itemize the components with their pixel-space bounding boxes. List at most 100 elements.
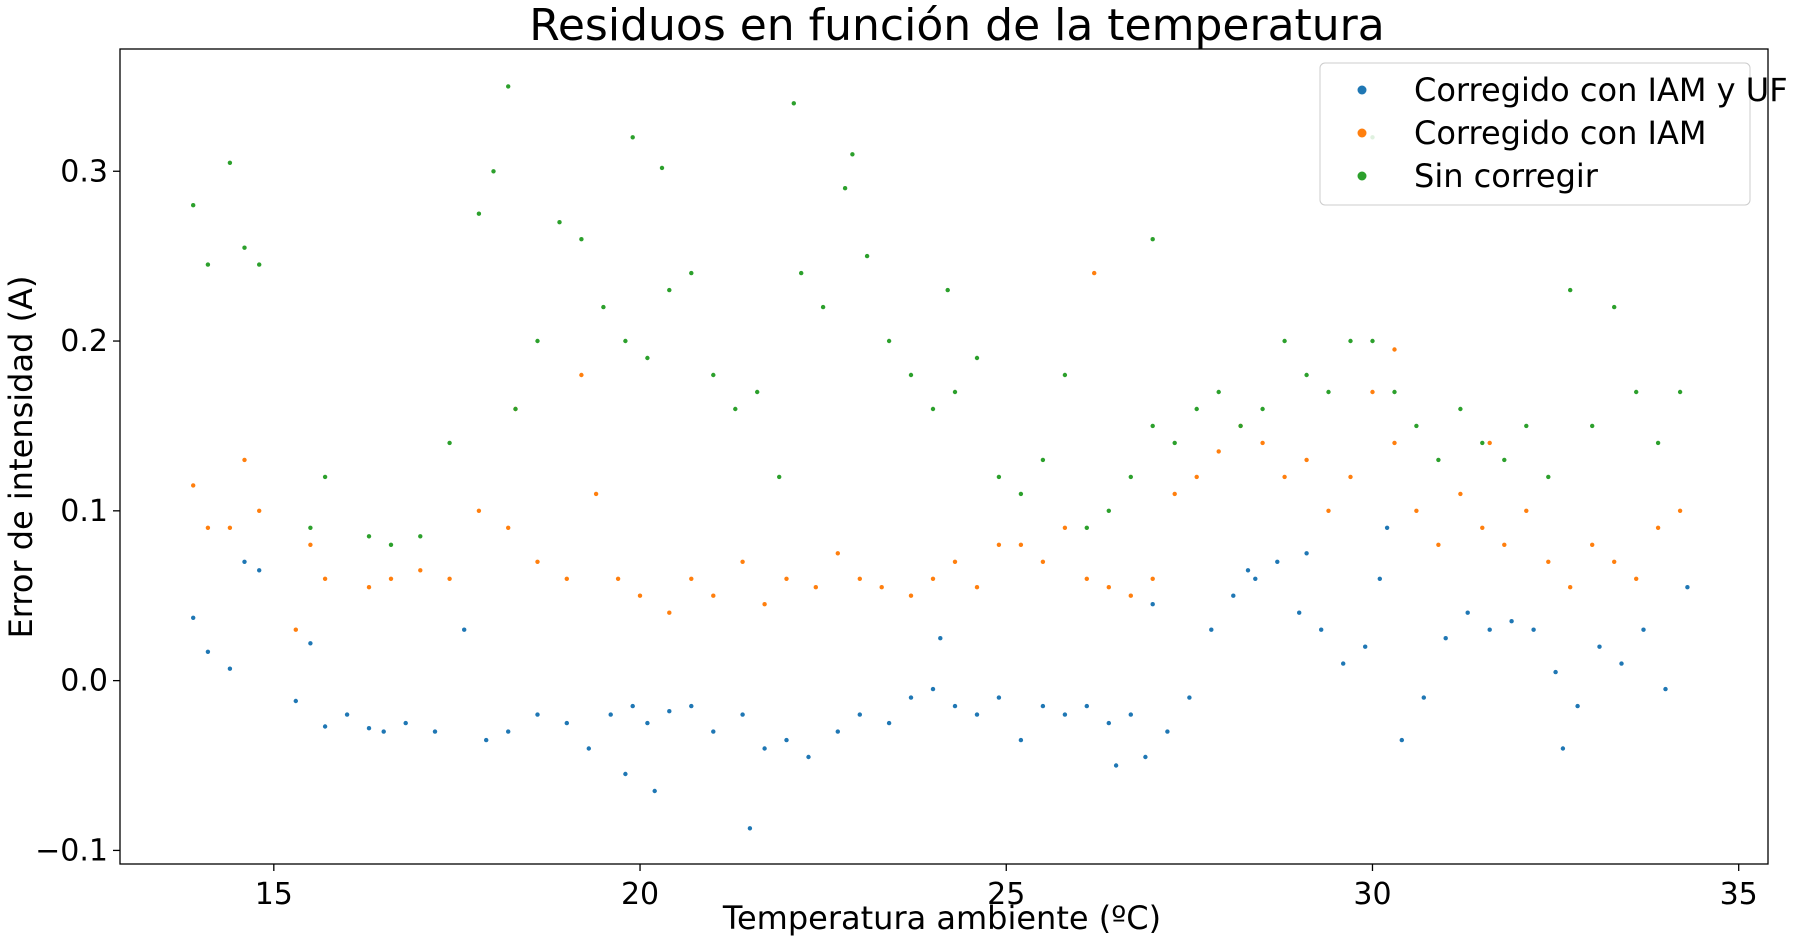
scatter-point-series-1 [711, 593, 716, 598]
scatter-point-series-0 [322, 724, 328, 729]
scatter-point-series-0 [1143, 754, 1148, 760]
scatter-point-series-0 [1377, 576, 1383, 581]
scatter-point-series-1 [418, 568, 423, 573]
scatter-point-series-2 [1655, 440, 1661, 446]
scatter-point-series-2 [557, 220, 562, 225]
scatter-point-series-0 [1106, 720, 1112, 726]
scatter-point-series-1 [1590, 542, 1595, 547]
scatter-point-series-0 [938, 636, 943, 641]
scatter-point-series-0 [366, 726, 372, 731]
scatter-point-series-2 [308, 525, 313, 530]
scatter-point-series-1 [615, 576, 621, 581]
scatter-point-series-1 [1194, 474, 1199, 480]
scatter-point-series-1 [293, 627, 298, 632]
scatter-point-series-2 [227, 160, 233, 165]
scatter-point-series-2 [755, 389, 760, 395]
scatter-point-series-0 [1560, 746, 1566, 751]
scatter-point-series-1 [1524, 508, 1529, 513]
scatter-point-series-2 [1326, 389, 1331, 395]
scatter-point-series-1 [930, 576, 936, 581]
y-tick-label: 0.2 [60, 324, 108, 359]
scatter-point-series-0 [1685, 585, 1690, 590]
scatter-point-series-0 [1641, 627, 1646, 632]
scatter-point-series-2 [996, 474, 1002, 480]
scatter-point-series-0 [1363, 644, 1368, 649]
y-tick-label: 0.3 [60, 154, 108, 189]
scatter-point-series-2 [1040, 457, 1046, 463]
scatter-point-series-2 [886, 338, 892, 344]
scatter-point-series-2 [1436, 457, 1441, 463]
scatter-point-series-1 [1458, 491, 1463, 497]
scatter-point-series-1 [1568, 585, 1573, 590]
scatter-point-series-1 [1487, 440, 1492, 446]
scatter-point-series-2 [1084, 525, 1090, 530]
scatter-point-series-2 [667, 287, 672, 293]
scatter-point-series-0 [857, 712, 862, 717]
scatter-point-series-2 [842, 186, 848, 191]
scatter-point-series-1 [257, 508, 262, 513]
scatter-point-series-2 [630, 135, 635, 140]
scatter-point-series-1 [1546, 559, 1551, 564]
scatter-point-series-1 [506, 525, 511, 530]
scatter-point-series-1 [1062, 525, 1068, 530]
scatter-point-series-2 [1260, 406, 1265, 412]
scatter-point-series-0 [1128, 712, 1134, 717]
scatter-point-series-0 [1018, 737, 1024, 743]
scatter-point-series-2 [1238, 423, 1243, 429]
scatter-point-series-0 [1341, 661, 1346, 666]
scatter-point-series-2 [1612, 304, 1617, 310]
scatter-point-series-0 [308, 641, 313, 646]
scatter-point-series-0 [1465, 610, 1470, 615]
scatter-point-series-1 [762, 602, 767, 607]
scatter-point-series-0 [1421, 695, 1427, 700]
scatter-point-series-0 [747, 826, 753, 831]
scatter-point-series-1 [1612, 559, 1617, 564]
scatter-point-series-0 [784, 737, 789, 743]
scatter-point-series-2 [1590, 423, 1595, 429]
scatter-point-series-1 [476, 508, 482, 513]
scatter-point-series-1 [689, 576, 694, 581]
scatter-point-series-0 [1304, 551, 1309, 556]
legend-marker-sin-corregir [1357, 171, 1367, 181]
scatter-point-series-1 [1018, 542, 1024, 547]
scatter-point-series-1 [1260, 440, 1265, 446]
scatter-point-series-1 [388, 576, 394, 581]
scatter-point-series-1 [1040, 559, 1046, 564]
scatter-point-series-2 [506, 84, 511, 89]
scatter-point-series-2 [1677, 389, 1683, 395]
scatter-point-series-2 [242, 245, 247, 250]
legend-label-corregido-iam: Corregido con IAM [1414, 114, 1706, 152]
x-tick-label: 25 [987, 877, 1025, 912]
scatter-point-series-0 [462, 627, 467, 632]
scatter-point-series-2 [711, 372, 716, 378]
scatter-point-series-2 [1128, 474, 1134, 480]
scatter-point-series-1 [857, 576, 862, 581]
scatter-point-series-0 [974, 712, 980, 717]
scatter-point-series-0 [1619, 661, 1624, 666]
y-tick-label: 0.1 [60, 494, 108, 529]
scatter-point-series-0 [630, 703, 635, 709]
scatter-point-series-1 [1480, 525, 1485, 530]
scatter-point-series-0 [191, 615, 196, 620]
scatter-point-series-1 [579, 372, 584, 378]
scatter-point-series-2 [659, 165, 665, 171]
legend-label-corregido-iam-uf: Corregido con IAM y UF [1414, 71, 1788, 109]
scatter-point-series-0 [1165, 729, 1170, 734]
scatter-point-series-0 [227, 666, 233, 671]
scatter-point-series-1 [879, 585, 884, 590]
scatter-point-series-0 [930, 686, 936, 692]
scatter-point-series-2 [623, 338, 628, 344]
scatter-point-series-0 [1597, 644, 1602, 649]
scatter-point-series-1 [1392, 347, 1397, 352]
y-tick-label: 0.0 [60, 664, 108, 699]
scatter-point-series-0 [1040, 703, 1046, 709]
scatter-point-series-2 [257, 262, 262, 267]
scatter-point-series-2 [1282, 338, 1287, 344]
scatter-point-series-2 [418, 534, 423, 539]
scatter-point-series-2 [974, 355, 980, 361]
scatter-point-series-1 [227, 525, 233, 530]
scatter-point-series-2 [864, 253, 870, 259]
scatter-point-series-2 [945, 287, 950, 293]
scatter-point-series-0 [535, 712, 540, 717]
scatter-point-series-0 [1509, 619, 1514, 624]
